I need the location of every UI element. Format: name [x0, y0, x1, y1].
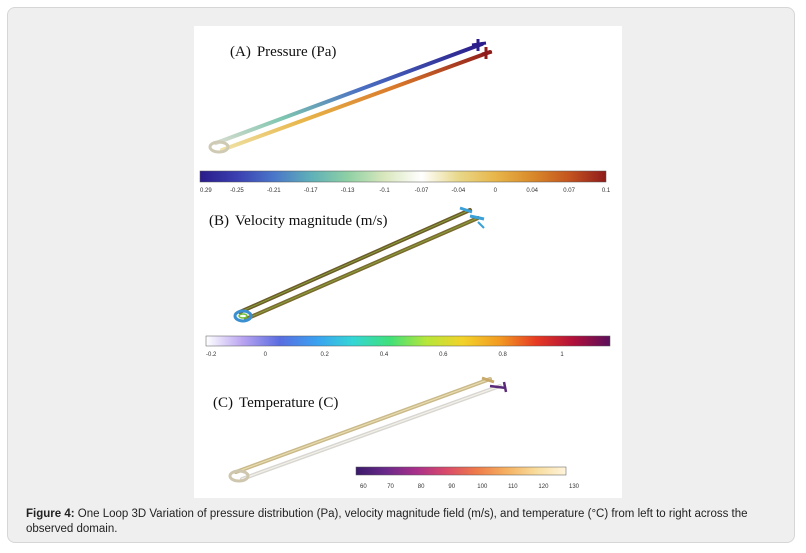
- colorbar-tick-label: 0.6: [439, 352, 448, 358]
- colorbar-tick-label: 130: [569, 484, 580, 490]
- panel-c: (C) Temperature (C) 60 70 80 90 100 110 120 130: [213, 376, 580, 490]
- colorbar-c: [355, 466, 567, 476]
- colorbar-tick-label: 100: [477, 484, 488, 490]
- colorbar-tick-label: 80: [418, 484, 425, 490]
- colorbar-tick-label: 0.04: [526, 188, 538, 194]
- colorbar-tick-label: -0.07: [415, 188, 429, 194]
- colorbar-tick-label: 0: [264, 352, 268, 358]
- colorbar-tick-label: 0.29: [200, 188, 212, 194]
- figure-caption: Figure 4: One Loop 3D Variation of press…: [26, 507, 786, 537]
- colorbar-tick-label: 120: [538, 484, 549, 490]
- colorbar-tick-label: -0.13: [341, 188, 355, 194]
- colorbar-tick-label: 1: [560, 352, 564, 358]
- colorbar-tick-label: -0.21: [267, 188, 281, 194]
- colorbar-tick-label: -0.1: [379, 188, 390, 194]
- pipe-loop-a: [208, 39, 493, 154]
- colorbar-tick-label: 70: [387, 484, 394, 490]
- colorbar-tick-label: -0.25: [230, 188, 244, 194]
- figure-image: (A) Pressure (Pa) 0.29 -0.25 -0.21 -0.17 -0.1…: [194, 26, 622, 498]
- colorbar-tick-label: 0.4: [380, 352, 389, 358]
- colorbar-tick-label: 60: [360, 484, 367, 490]
- colorbar-tick-label: 0.07: [563, 188, 575, 194]
- colorbar-b: [205, 335, 611, 347]
- colorbar-a-ticks: 0.29 -0.25 -0.21 -0.17 -0.13 -0.1 -0.07 -0.04 0 0…: [200, 188, 611, 194]
- caption-text: One Loop 3D Variation of pressure distri…: [26, 508, 748, 535]
- panel-a-title: (A) Pressure (Pa): [230, 44, 336, 60]
- panel-c-title: (C) Temperature (C): [213, 395, 338, 411]
- panel-b: (B) Velocity magnitude (m/s) -0.2 0 0.2 0.4 0…: [205, 206, 611, 358]
- colorbar-tick-label: 0: [494, 188, 498, 194]
- panel-a: (A) Pressure (Pa) 0.29 -0.25 -0.21 -0.17 -0.1…: [199, 39, 611, 194]
- colorbar-tick-label: 90: [448, 484, 455, 490]
- colorbar-b-ticks: -0.2 0 0.2 0.4 0.6 0.8 1: [206, 352, 564, 358]
- colorbar-c-ticks: 60 70 80 90 100 110 120 130: [360, 484, 580, 490]
- colorbar-tick-label: -0.2: [206, 352, 217, 358]
- caption-label: Figure 4:: [26, 508, 75, 520]
- colorbar-tick-label: 0.1: [602, 188, 611, 194]
- colorbar-tick-label: 0.2: [320, 352, 329, 358]
- colorbar-tick-label: -0.17: [304, 188, 318, 194]
- pipe-loop-c: [228, 376, 508, 483]
- colorbar-a: [199, 170, 607, 183]
- panel-b-title: (B) Velocity magnitude (m/s): [209, 213, 387, 229]
- colorbar-tick-label: -0.04: [452, 188, 466, 194]
- pipe-loop-b: [233, 206, 485, 323]
- figure-frame: (A) Pressure (Pa) 0.29 -0.25 -0.21 -0.17 -0.1…: [7, 7, 795, 543]
- colorbar-tick-label: 110: [508, 484, 518, 490]
- colorbar-tick-label: 0.8: [498, 352, 507, 358]
